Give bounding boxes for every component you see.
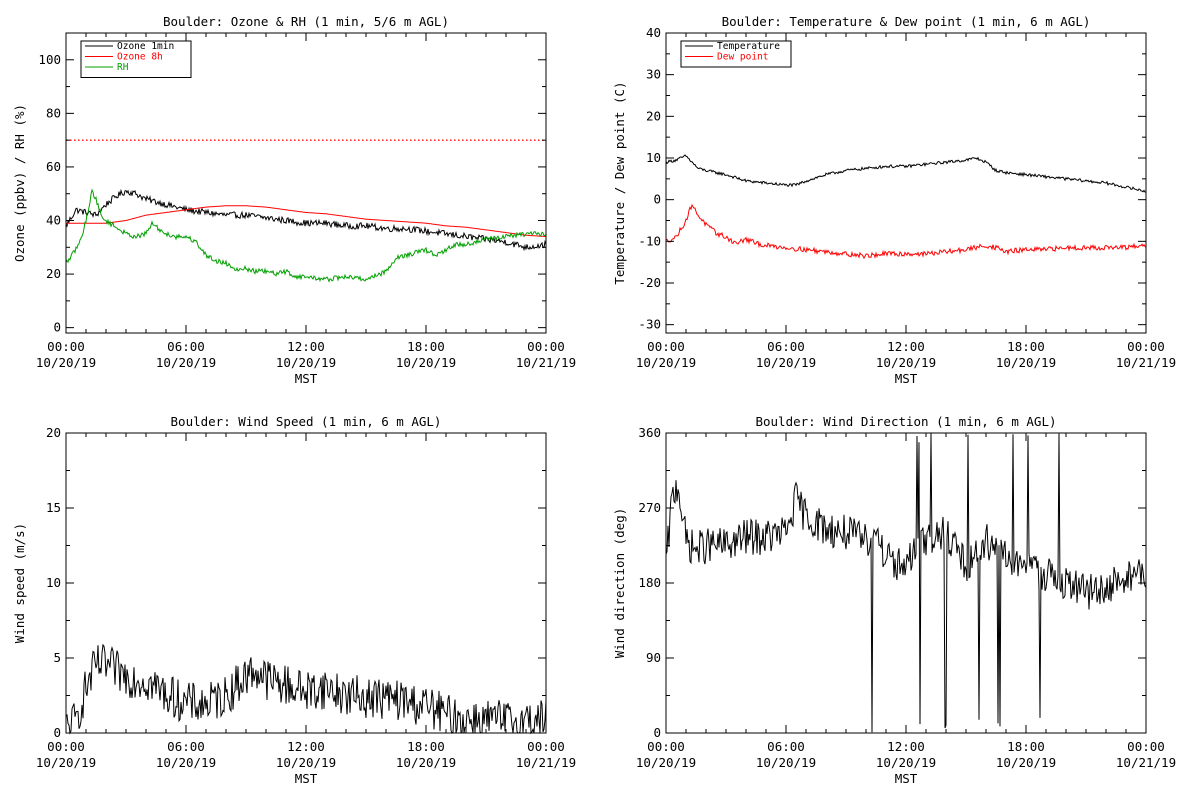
y-tick-label: 0 [653, 725, 661, 740]
series-line-1 [65, 188, 547, 252]
series-line-1 [665, 433, 1147, 733]
chart-title: Boulder: Temperature & Dew point (1 min,… [722, 14, 1091, 29]
x-tick-label-time: 18:00 [407, 339, 445, 354]
x-tick-label-date: 10/20/19 [996, 355, 1056, 370]
legend-box [680, 40, 792, 68]
y-tick-label: 30 [646, 67, 661, 82]
legend-box [80, 40, 192, 78]
x-tick-label-date: 10/20/19 [276, 755, 336, 770]
y-tick-label: 0 [53, 320, 61, 335]
series-line-3 [65, 188, 547, 283]
chart-title: Boulder: Ozone & RH (1 min, 5/6 m AGL) [163, 14, 449, 29]
x-tick-label-time: 12:00 [887, 739, 925, 754]
x-tick-label-time: 06:00 [167, 739, 205, 754]
x-tick-label-time: 00:00 [47, 739, 85, 754]
x-tick-label-date: 10/21/19 [516, 355, 576, 370]
y-tick-label: 90 [646, 650, 661, 665]
plot-frame [665, 32, 1147, 334]
plot-frame [65, 432, 547, 734]
x-axis-label: MST [295, 371, 318, 386]
y-tick-label: -30 [638, 317, 661, 332]
legend-label: RH [117, 62, 129, 73]
chart-panel-2: Boulder: Temperature & Dew point (1 min,… [612, 14, 1176, 386]
y-tick-label: 10 [646, 150, 661, 165]
x-tick-label-time: 18:00 [1007, 739, 1045, 754]
chart-title: Boulder: Wind Speed (1 min, 6 m AGL) [171, 414, 442, 429]
chart-panel-3: Boulder: Wind Speed (1 min, 6 m AGL) 0 5 10… [12, 414, 576, 786]
legend-label: Ozone 1min [117, 41, 174, 52]
legend-label: Ozone 8h [117, 52, 163, 63]
plot-frame [665, 432, 1147, 734]
x-tick-label-date: 10/21/19 [1116, 355, 1176, 370]
y-tick-label: -20 [638, 275, 661, 290]
x-tick-label-date: 10/20/19 [996, 755, 1056, 770]
y-tick-label: 0 [653, 192, 661, 207]
y-tick-label: 0 [53, 725, 61, 740]
y-tick-label: 60 [46, 159, 61, 174]
y-tick-label: 40 [646, 25, 661, 40]
x-tick-label-date: 10/20/19 [156, 355, 216, 370]
x-tick-label-time: 00:00 [647, 739, 685, 754]
x-tick-label-date: 10/20/19 [36, 755, 96, 770]
x-tick-label-date: 10/20/19 [636, 755, 696, 770]
x-tick-label-time: 00:00 [527, 739, 565, 754]
x-tick-label-time: 06:00 [167, 339, 205, 354]
y-tick-label: 20 [46, 266, 61, 281]
x-tick-label-time: 18:00 [407, 739, 445, 754]
y-tick-label: -10 [638, 233, 661, 248]
y-axis-label: Wind speed (m/s) [12, 523, 27, 643]
y-tick-label: 80 [46, 105, 61, 120]
x-tick-label-time: 12:00 [287, 339, 325, 354]
x-tick-label-time: 18:00 [1007, 339, 1045, 354]
chart-panel-1: Boulder: Ozone & RH (1 min, 5/6 m AGL) 0 2… [12, 14, 576, 386]
x-tick-label-time: 06:00 [767, 339, 805, 354]
y-axis-label: Wind direction (deg) [612, 508, 627, 659]
x-tick-label-time: 00:00 [527, 339, 565, 354]
legend-label: Temperature [717, 41, 780, 52]
x-tick-label-date: 10/21/19 [516, 755, 576, 770]
x-tick-label-time: 12:00 [287, 739, 325, 754]
y-tick-label: 20 [46, 425, 61, 440]
x-tick-label-date: 10/20/19 [756, 755, 816, 770]
y-tick-label: 270 [638, 500, 661, 515]
x-tick-label-time: 06:00 [767, 739, 805, 754]
x-axis-label: MST [895, 371, 918, 386]
chart-panel-4: Boulder: Wind Direction (1 min, 6 m AGL)… [612, 414, 1176, 786]
y-axis-label: Ozone (ppbv) / RH (%) [12, 104, 27, 262]
series-line-1 [665, 154, 1147, 193]
y-tick-label: 100 [38, 52, 61, 67]
y-tick-label: 360 [638, 425, 661, 440]
y-tick-label: 10 [46, 575, 61, 590]
y-tick-label: 15 [46, 500, 61, 515]
chart-title: Boulder: Wind Direction (1 min, 6 m AGL) [755, 414, 1056, 429]
x-tick-label-time: 00:00 [1127, 339, 1165, 354]
series-line-2 [665, 203, 1147, 260]
x-tick-label-date: 10/20/19 [756, 355, 816, 370]
x-tick-label-date: 10/20/19 [36, 355, 96, 370]
x-axis-label: MST [895, 771, 918, 786]
x-tick-label-time: 12:00 [887, 339, 925, 354]
y-tick-label: 40 [46, 213, 61, 228]
x-tick-label-date: 10/20/19 [876, 355, 936, 370]
x-tick-label-time: 00:00 [1127, 739, 1165, 754]
x-axis-label: MST [295, 771, 318, 786]
series-line-2 [66, 205, 547, 238]
x-tick-label-date: 10/20/19 [396, 355, 456, 370]
x-tick-label-date: 10/20/19 [156, 755, 216, 770]
y-axis-label: Temperature / Dew point (C) [612, 81, 627, 284]
y-tick-label: 180 [638, 575, 661, 590]
series-line-1 [65, 643, 547, 735]
x-tick-label-time: 00:00 [647, 339, 685, 354]
y-tick-label: 20 [646, 108, 661, 123]
x-tick-label-date: 10/20/19 [636, 355, 696, 370]
x-tick-label-date: 10/21/19 [1116, 755, 1176, 770]
x-tick-label-time: 00:00 [47, 339, 85, 354]
y-tick-label: 5 [53, 650, 61, 665]
legend-label: Dew point [717, 52, 768, 63]
x-tick-label-date: 10/20/19 [876, 755, 936, 770]
x-tick-label-date: 10/20/19 [276, 355, 336, 370]
x-tick-label-date: 10/20/19 [396, 755, 456, 770]
